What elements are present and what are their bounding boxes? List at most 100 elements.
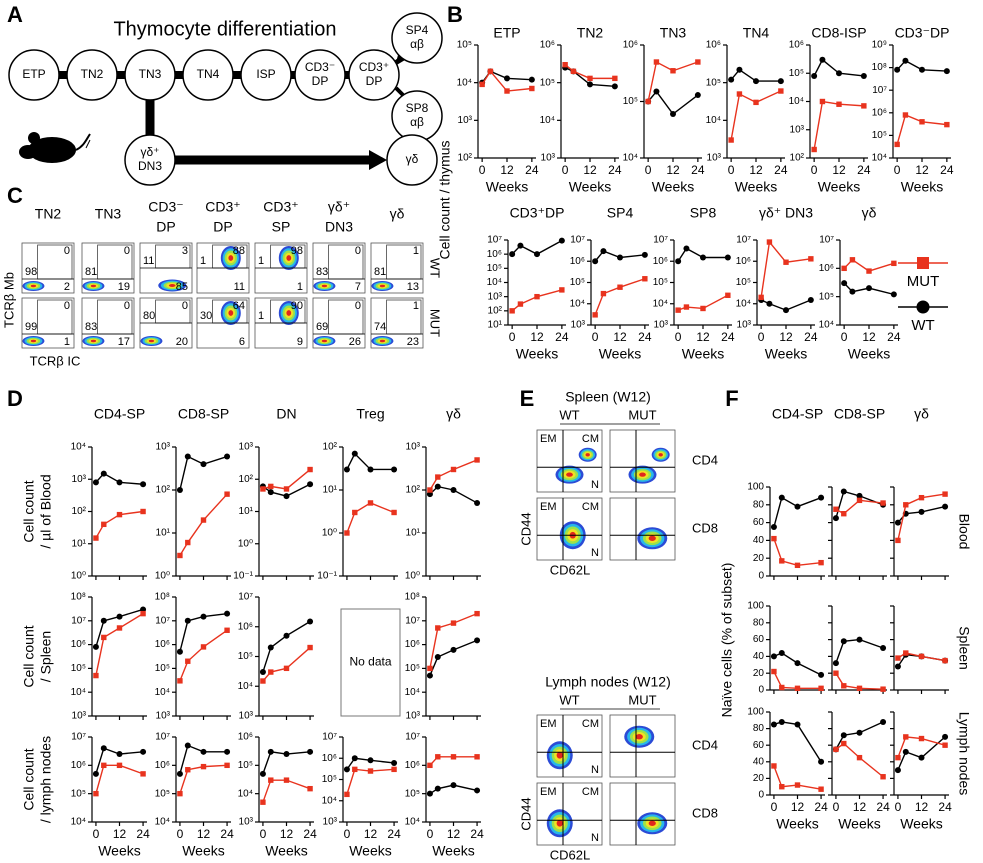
data-point: [895, 655, 901, 661]
data-point: [140, 481, 147, 488]
y-tick-label: 10⁴: [405, 687, 420, 698]
y-axis-label: Cell count: [21, 480, 37, 542]
y-tick-label: 10⁵: [487, 263, 502, 274]
y-tick-label: 10³: [72, 711, 87, 722]
data-point: [176, 648, 183, 655]
y-tick-label: 10⁷: [155, 732, 170, 743]
data-point: [856, 754, 863, 761]
y-tick-label: 80: [753, 617, 765, 628]
series-line: [835, 638, 884, 664]
data-point: [504, 88, 510, 94]
data-point: [367, 768, 374, 774]
y-tick-label: 10⁰: [238, 538, 253, 549]
y-tick-label: 80: [753, 723, 765, 734]
y-tick-label: 10⁴: [653, 298, 668, 309]
y-tick-label: 10⁸: [155, 592, 170, 603]
x-tick-label: 12: [113, 827, 127, 841]
y-tick-label: 10³: [406, 711, 421, 722]
panel-letter: A: [7, 2, 23, 27]
quadrant-value: 90: [291, 300, 303, 312]
y-axis-label: / lymph nodes: [38, 736, 54, 823]
data-point: [260, 799, 266, 805]
density-blob: [148, 339, 155, 343]
x-tick-label: 12: [364, 827, 378, 841]
y-tick-label: 10¹: [239, 506, 254, 517]
node: [182, 49, 234, 101]
y-tick-label: 10⁴: [540, 115, 555, 126]
quadrant-value: 83: [316, 266, 328, 278]
data-point: [840, 488, 847, 495]
series-line: [813, 58, 864, 77]
series-line: [896, 114, 947, 145]
y-axis-label: Cell count: [21, 625, 37, 687]
row-label: CD8: [692, 520, 718, 535]
y-tick-label: 10⁴: [405, 817, 420, 828]
data-point: [841, 683, 847, 689]
node: [124, 134, 176, 186]
quadrant-value: 0: [355, 245, 361, 257]
row-label: Spleen: [956, 626, 972, 670]
x-axis-label: Weeks: [652, 179, 695, 195]
y-tick-label: 10⁷: [322, 732, 337, 743]
data-point: [880, 774, 886, 780]
x-axis-label: Weeks: [901, 179, 944, 195]
y-tick-label: 10⁶: [487, 249, 502, 260]
data-point: [559, 287, 565, 293]
x-tick-label: 12: [862, 330, 876, 344]
data-point: [675, 258, 682, 265]
x-tick-label: 0: [562, 163, 569, 177]
series-line: [760, 299, 812, 311]
data-point: [778, 650, 785, 657]
x-tick-label: 12: [447, 827, 461, 841]
data-point: [268, 777, 274, 783]
quadrant-value: 1: [413, 245, 419, 257]
data-point: [895, 754, 901, 761]
data-point: [268, 669, 274, 675]
data-point: [474, 457, 480, 463]
x-tick-label: 12: [197, 827, 211, 841]
chart-title: CD4-SP: [94, 406, 145, 422]
data-point: [259, 669, 266, 676]
data-point: [736, 91, 743, 97]
node-label: γδ: [406, 152, 419, 166]
column-title: DN3: [325, 219, 353, 235]
quadrant-value: 0: [355, 300, 361, 312]
series-line: [95, 510, 144, 539]
y-tick-label: 10⁵: [819, 291, 834, 302]
x-tick-label: 12: [915, 800, 929, 814]
node-label: γδ⁺: [140, 145, 159, 159]
data-point: [101, 634, 107, 641]
x-axis-label: Weeks: [98, 843, 141, 859]
data-point: [770, 524, 777, 531]
data-point: [833, 506, 839, 512]
node: [240, 49, 292, 101]
data-point: [808, 256, 814, 262]
column-title: DP: [213, 219, 232, 235]
data-point: [450, 620, 457, 626]
data-point: [283, 665, 290, 672]
quadrant-label: CM: [582, 433, 599, 445]
series-line: [773, 496, 822, 528]
y-tick-label: 10⁷: [872, 85, 887, 96]
panel-letter: F: [725, 386, 738, 411]
node: [124, 49, 176, 101]
quadrant-value: 3: [182, 245, 188, 257]
data-point: [771, 763, 777, 769]
series-line: [564, 64, 615, 80]
data-point: [866, 285, 872, 292]
chart-title: CD3⁻DP: [895, 25, 950, 41]
density-blob: [30, 284, 37, 288]
series-line: [760, 240, 811, 298]
x-axis-label: Weeks: [486, 179, 529, 195]
data-point: [474, 610, 480, 617]
data-point: [224, 748, 231, 755]
quadrant-value: 1: [413, 300, 419, 312]
data-point: [474, 499, 481, 506]
x-tick-label: 0: [427, 827, 434, 841]
data-point: [200, 517, 207, 523]
y-tick-label: 10⁶: [706, 40, 721, 51]
quadrant-value: 11: [234, 281, 245, 293]
y-tick-label: 10²: [790, 153, 805, 164]
node: [8, 49, 60, 101]
y-tick-label: 10³: [406, 442, 421, 453]
